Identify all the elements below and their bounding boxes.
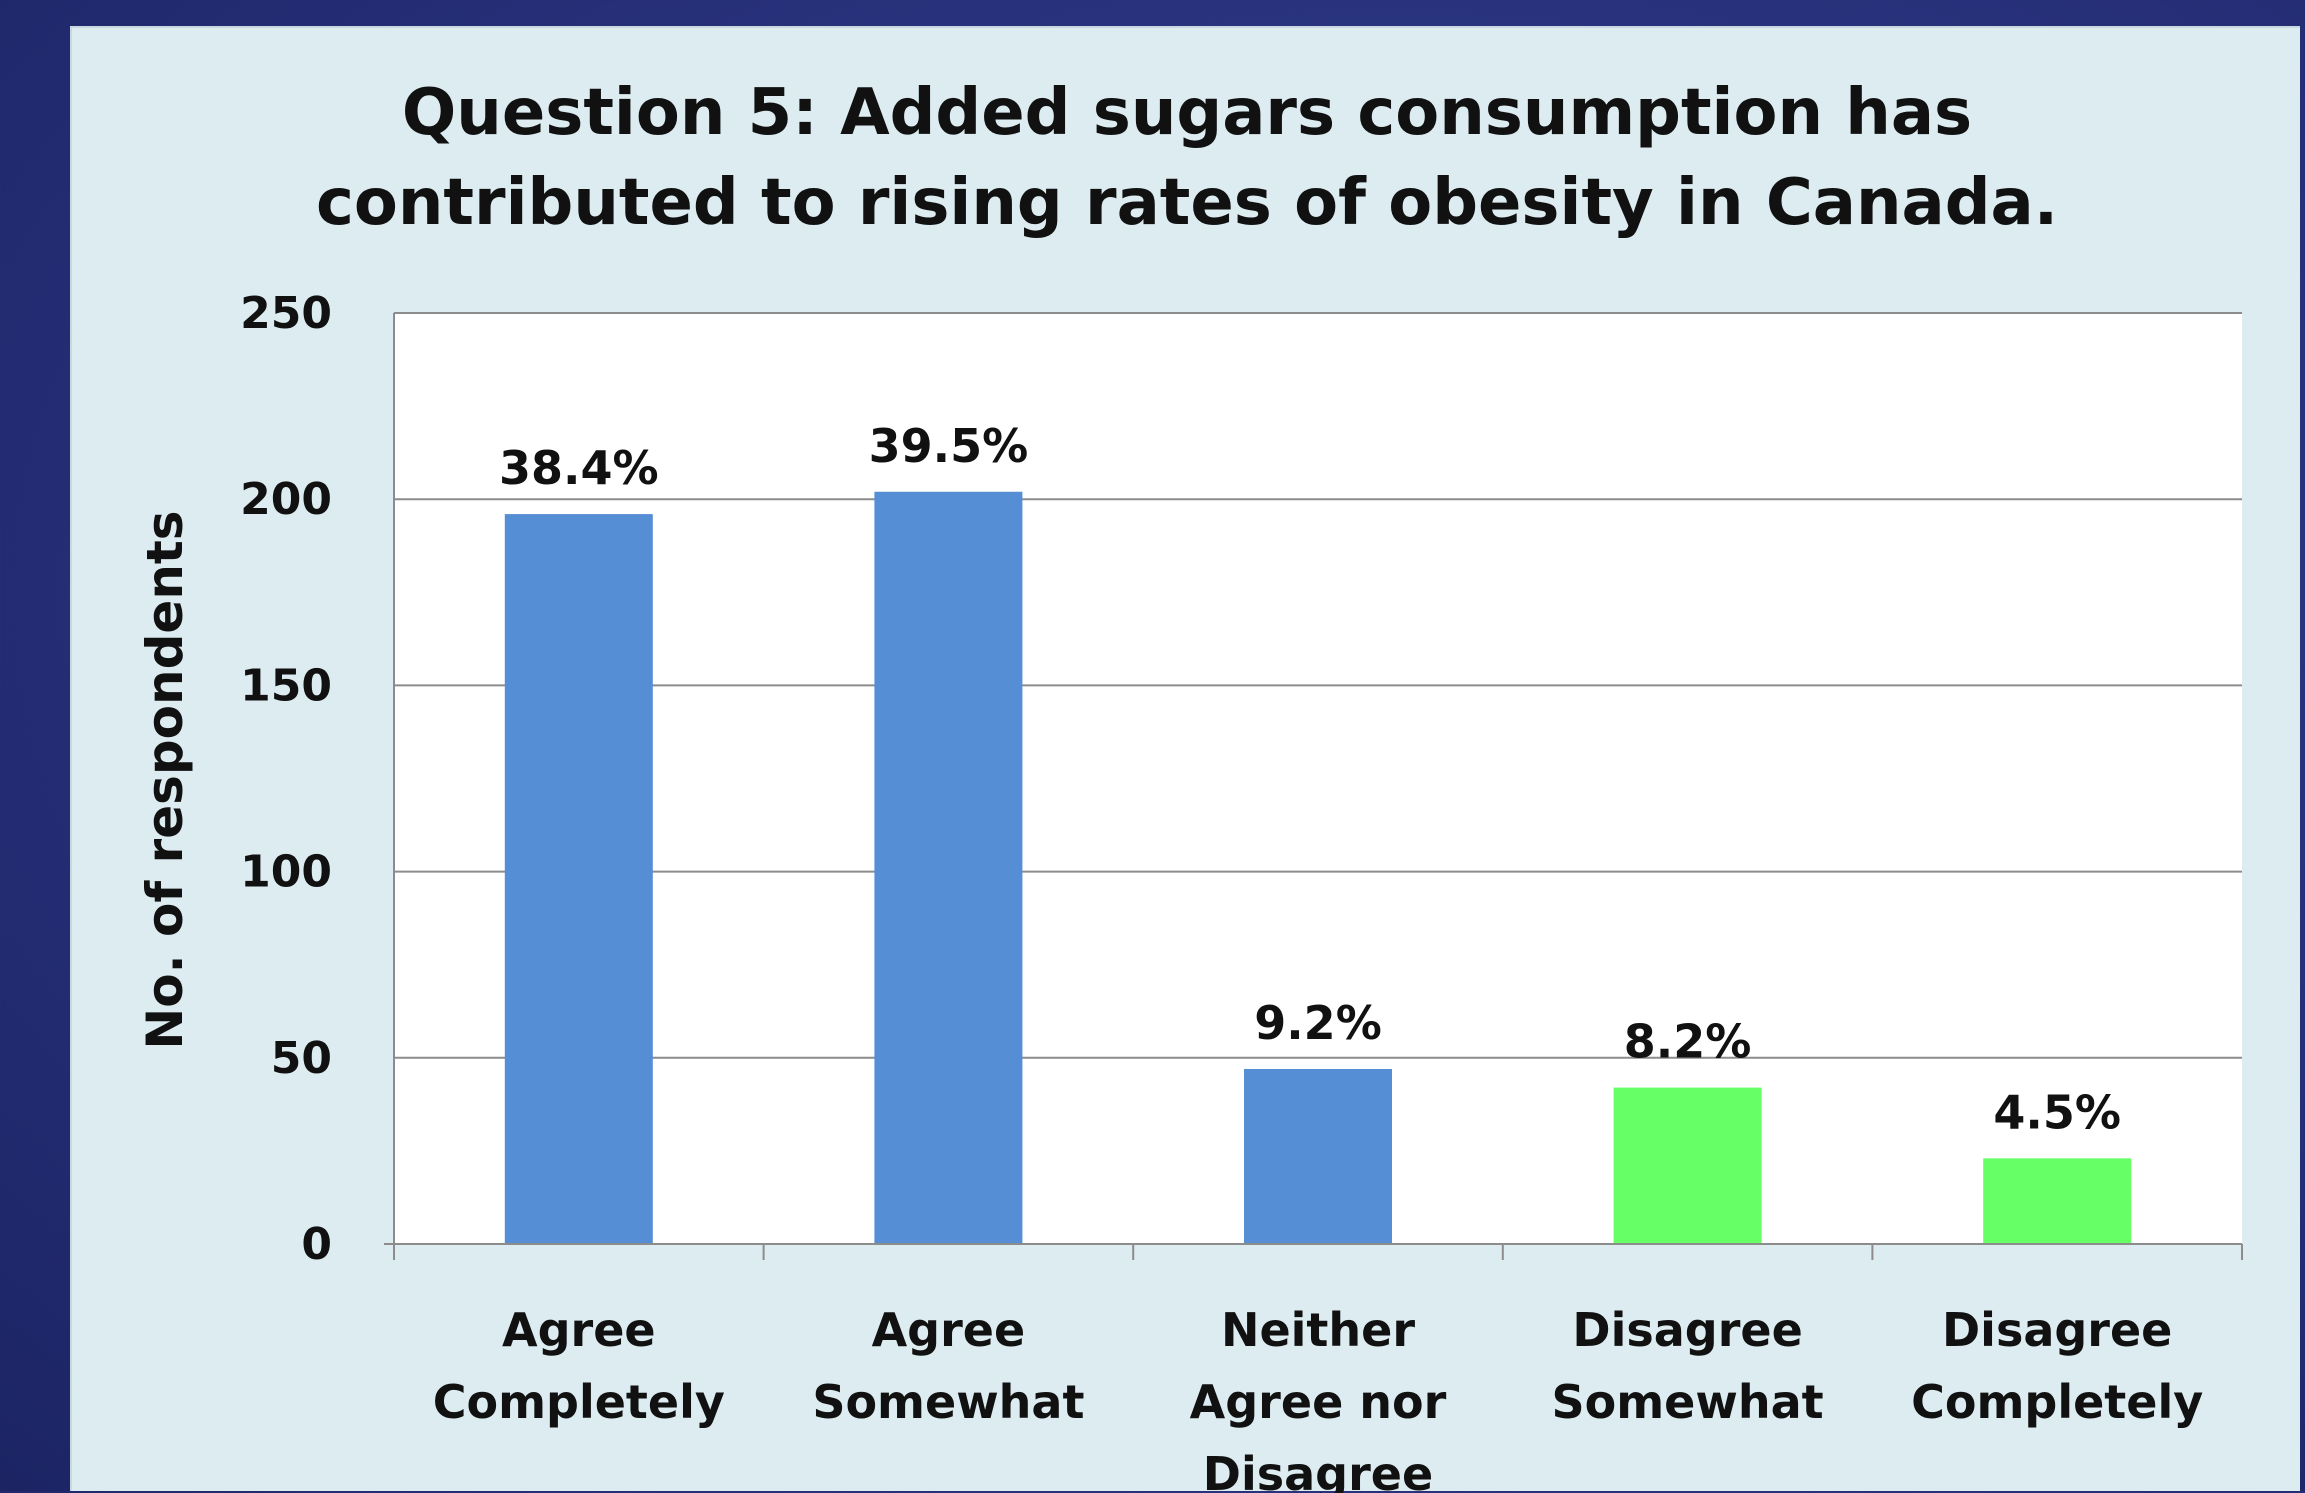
x-category-label: Agree Completely: [433, 1303, 725, 1429]
y-tick-label: 150: [240, 660, 332, 711]
chart-panel: Question 5: Added sugars consumption has…: [70, 26, 2302, 1493]
bar-data-label: 38.4%: [499, 441, 659, 495]
chart-title-line-1: Question 5: Added sugars consumption has: [401, 76, 1973, 150]
bar-data-label: 39.5%: [869, 419, 1029, 473]
bar-data-label: 8.2%: [1624, 1015, 1752, 1069]
bar-chart: 0 50 100 150 200 250 38.4% Agree Completely 39.5…: [136, 288, 2243, 1493]
y-axis-label: No. of respondents: [136, 510, 194, 1049]
bar: [1983, 1158, 2132, 1244]
bar: [874, 491, 1023, 1244]
bar-data-label: 4.5%: [1993, 1085, 2121, 1139]
y-tick-label: 250: [240, 288, 332, 339]
bar: [1613, 1087, 1762, 1244]
y-tick-label: 50: [271, 1033, 332, 1084]
x-category-label: Disagree Somewhat: [1552, 1303, 1824, 1429]
bar: [504, 514, 653, 1244]
chart-title: Question 5: Added sugars consumption has…: [72, 68, 2302, 248]
x-category-label: Agree Somewhat: [812, 1303, 1084, 1429]
bar-data-label: 9.2%: [1254, 996, 1382, 1050]
bar: [1244, 1068, 1392, 1244]
y-tick-label: 200: [240, 474, 332, 525]
chart-title-line-2: contributed to rising rates of obesity i…: [315, 166, 2059, 240]
x-category-label: Disagree Completely: [1911, 1303, 2203, 1429]
y-tick-label: 100: [240, 847, 332, 898]
x-category-label: Neither Agree nor Disagree: [1190, 1303, 1447, 1493]
y-tick-label: 0: [301, 1219, 332, 1270]
